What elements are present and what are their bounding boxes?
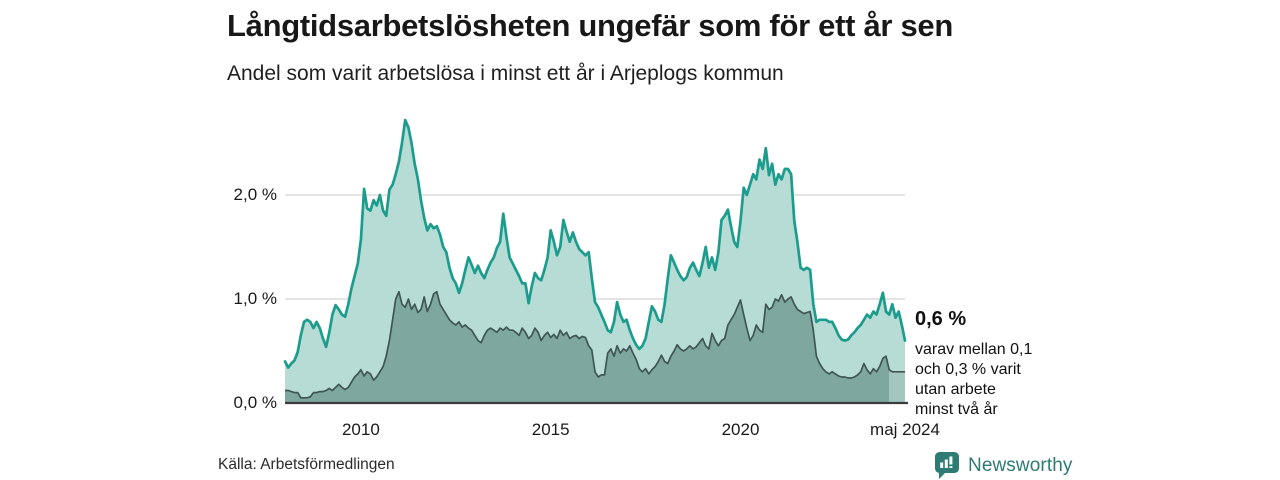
chart-title: Långtidsarbetslösheten ungefär som för e… — [227, 8, 954, 43]
source-note: Källa: Arbetsförmedlingen — [218, 456, 395, 473]
area-unemployed-2yr-uncertainty — [889, 369, 905, 403]
line-unemployed-1yr — [283, 118, 907, 369]
line-unemployed-2yr — [285, 290, 905, 399]
y-tick-label: 0,0 % — [233, 393, 277, 412]
end-value-label: 0,6 % — [915, 308, 967, 330]
brand-name: Newsworthy — [968, 454, 1073, 476]
area-unemployed-2yr — [285, 291, 890, 403]
end-value-note: varav mellan 0,1 och 0,3 % varit utan ar… — [915, 341, 1033, 418]
y-tick-label: 2,0 % — [233, 185, 277, 204]
x-tick-label: 2010 — [341, 420, 380, 439]
chart-subtitle: Andel som varit arbetslösa i minst ett å… — [227, 62, 784, 85]
newsworthy-icon — [935, 452, 959, 479]
brand-logo: Newsworthy — [934, 451, 1072, 480]
x-tick-label: 2015 — [531, 420, 570, 439]
end-value-annotation: 0,6 % varav mellan 0,1 och 0,3 % varit u… — [915, 308, 1075, 420]
x-tick-label: 2020 — [721, 420, 760, 439]
y-tick-label: 1,0 % — [233, 289, 277, 308]
x-tick-label: maj 2024 — [870, 420, 940, 439]
